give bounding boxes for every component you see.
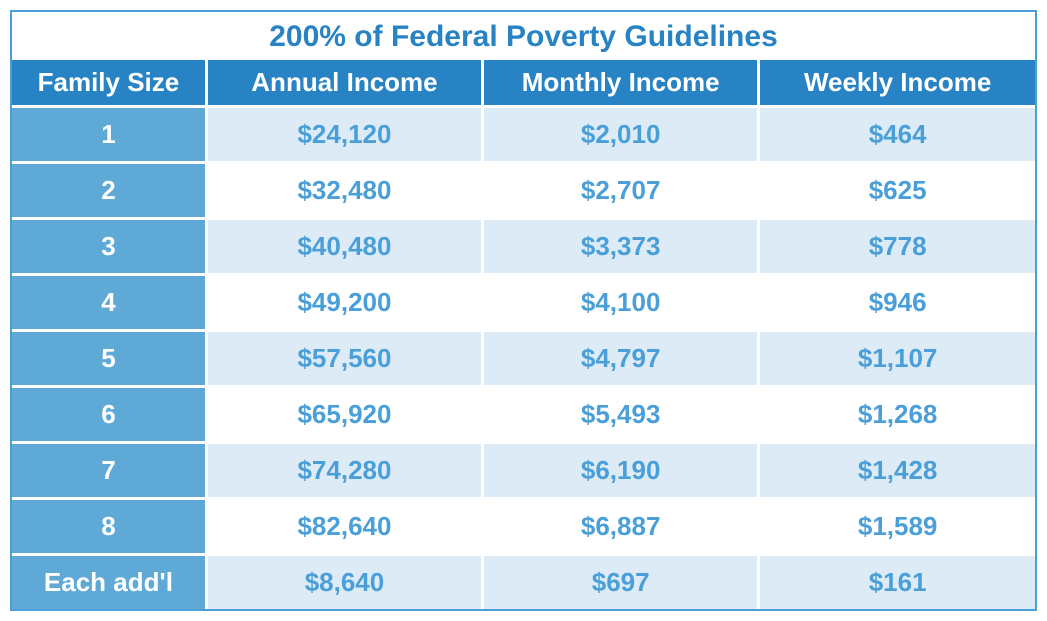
cell-annual-income: $32,480	[206, 163, 482, 219]
cell-monthly-income: $4,797	[483, 331, 759, 387]
cell-family-size: 5	[12, 331, 206, 387]
cell-family-size: 8	[12, 499, 206, 555]
cell-family-size: Each add'l	[12, 555, 206, 610]
table-row: 7 $74,280 $6,190 $1,428	[12, 443, 1035, 499]
cell-monthly-income: $2,010	[483, 107, 759, 163]
poverty-guidelines-table: Family Size Annual Income Monthly Income…	[12, 60, 1035, 609]
cell-annual-income: $49,200	[206, 275, 482, 331]
col-header-annual-income: Annual Income	[206, 60, 482, 107]
cell-monthly-income: $2,707	[483, 163, 759, 219]
table-body: 1 $24,120 $2,010 $464 2 $32,480 $2,707 $…	[12, 107, 1035, 610]
table-row: 2 $32,480 $2,707 $625	[12, 163, 1035, 219]
table-row: 1 $24,120 $2,010 $464	[12, 107, 1035, 163]
cell-monthly-income: $3,373	[483, 219, 759, 275]
cell-family-size: 1	[12, 107, 206, 163]
cell-annual-income: $8,640	[206, 555, 482, 610]
table-header-row: Family Size Annual Income Monthly Income…	[12, 60, 1035, 107]
table-row: Each add'l $8,640 $697 $161	[12, 555, 1035, 610]
table-row: 5 $57,560 $4,797 $1,107	[12, 331, 1035, 387]
cell-monthly-income: $5,493	[483, 387, 759, 443]
cell-monthly-income: $6,190	[483, 443, 759, 499]
cell-monthly-income: $697	[483, 555, 759, 610]
cell-weekly-income: $1,268	[759, 387, 1035, 443]
table-title: 200% of Federal Poverty Guidelines	[12, 12, 1035, 60]
cell-family-size: 6	[12, 387, 206, 443]
table-row: 6 $65,920 $5,493 $1,268	[12, 387, 1035, 443]
cell-weekly-income: $946	[759, 275, 1035, 331]
cell-weekly-income: $1,428	[759, 443, 1035, 499]
cell-monthly-income: $6,887	[483, 499, 759, 555]
cell-annual-income: $57,560	[206, 331, 482, 387]
col-header-family-size: Family Size	[12, 60, 206, 107]
cell-weekly-income: $625	[759, 163, 1035, 219]
table-row: 3 $40,480 $3,373 $778	[12, 219, 1035, 275]
col-header-monthly-income: Monthly Income	[483, 60, 759, 107]
cell-family-size: 2	[12, 163, 206, 219]
cell-annual-income: $65,920	[206, 387, 482, 443]
cell-weekly-income: $161	[759, 555, 1035, 610]
table-row: 8 $82,640 $6,887 $1,589	[12, 499, 1035, 555]
table-row: 4 $49,200 $4,100 $946	[12, 275, 1035, 331]
cell-annual-income: $40,480	[206, 219, 482, 275]
cell-weekly-income: $464	[759, 107, 1035, 163]
poverty-guidelines-table-container: 200% of Federal Poverty Guidelines Famil…	[10, 10, 1037, 611]
cell-weekly-income: $1,107	[759, 331, 1035, 387]
cell-monthly-income: $4,100	[483, 275, 759, 331]
cell-weekly-income: $1,589	[759, 499, 1035, 555]
cell-weekly-income: $778	[759, 219, 1035, 275]
cell-family-size: 7	[12, 443, 206, 499]
col-header-weekly-income: Weekly Income	[759, 60, 1035, 107]
cell-annual-income: $74,280	[206, 443, 482, 499]
cell-family-size: 4	[12, 275, 206, 331]
cell-annual-income: $24,120	[206, 107, 482, 163]
cell-family-size: 3	[12, 219, 206, 275]
cell-annual-income: $82,640	[206, 499, 482, 555]
